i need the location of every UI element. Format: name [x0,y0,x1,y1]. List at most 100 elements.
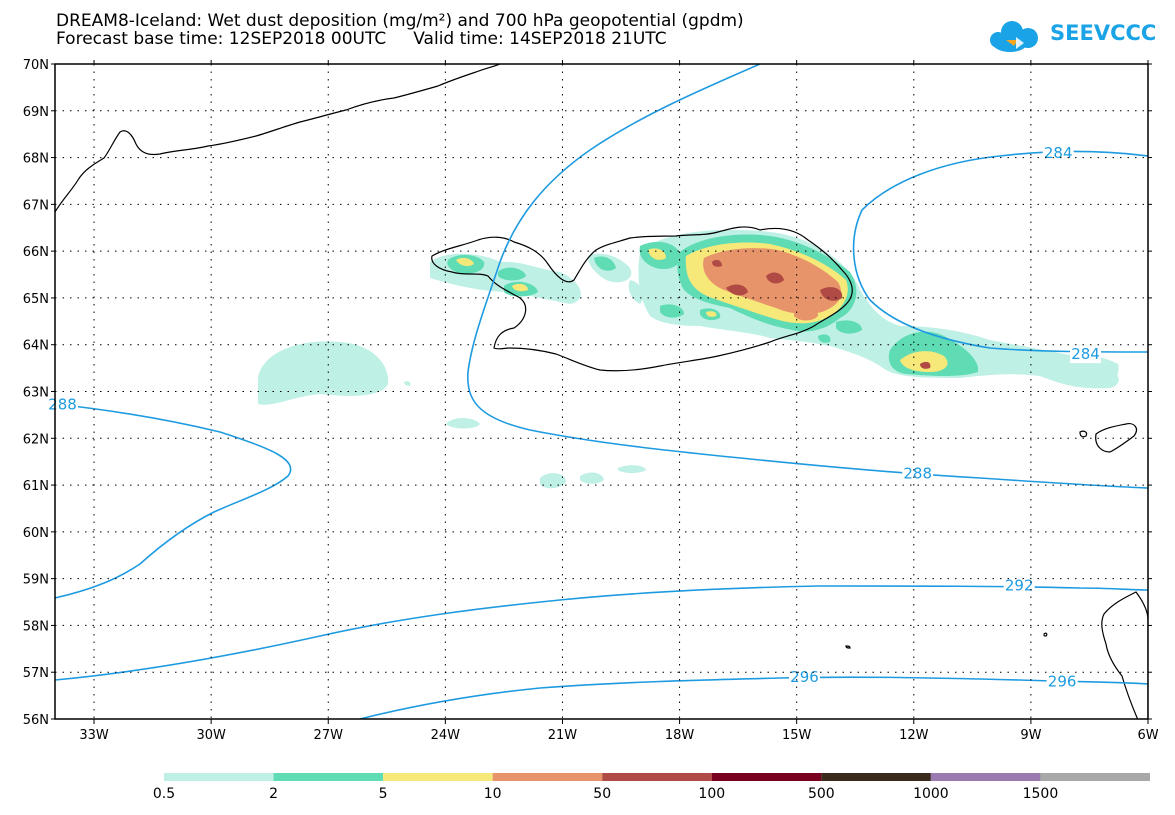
dust-area [836,320,862,334]
dust-area [820,287,843,301]
contour-label: 284 [1044,144,1073,162]
lat-tick-label: 64N [23,339,49,354]
legend-label: 50 [593,786,611,802]
axis-ticks: 33W 30W 27W 24W 21W 18W 15W 12W 9W 6W 70N 69N 68N 67N… [23,58,1159,743]
lon-tick-label: 21W [548,728,578,743]
contour-label-bg [1070,345,1102,364]
lat-tick-label: 65N [23,292,49,307]
dust-area [648,248,666,260]
legend-swatch [602,773,712,781]
lat-tick-label: 56N [23,713,49,728]
lat-tick-label: 59N [23,573,49,588]
color-legend: 0.5 2 5 10 50 100 500 1000 1500 [153,773,1150,802]
legend-swatch [1040,773,1150,781]
island-coastline [1043,632,1048,637]
legend-label: 500 [808,786,835,802]
lat-tick-label: 66N [23,245,49,260]
contour-label: 288 [48,396,77,414]
contour-line [359,676,1148,719]
contour-label-bg [902,464,934,483]
dust-area [512,283,528,292]
dust-area [660,304,684,318]
dust-area [900,351,948,372]
lat-tick-label: 67N [23,198,49,213]
contour-label-bg [1003,576,1035,595]
contour-line [55,585,1148,681]
dust-area [404,381,411,386]
contour-line [467,64,1148,489]
lon-tick-label: 18W [665,728,695,743]
island-coastline [845,645,851,649]
dust-area [920,361,931,369]
lat-tick-label: 57N [23,666,49,681]
lon-tick-label: 12W [899,728,929,743]
contour-label: 284 [1071,345,1100,363]
island-coastline [1079,430,1088,438]
dust-area [580,472,604,484]
dust-area [498,267,526,281]
dust-area [1050,354,1119,388]
dust-area [594,256,616,271]
map-frame [54,63,1149,720]
dust-area [818,334,831,343]
contour-label: 292 [1005,577,1034,595]
legend-swatch [492,773,603,781]
legend-swatch [930,773,1041,781]
lat-tick-label: 63N [23,386,49,401]
graticule [55,64,1148,719]
iceland-coastline [431,226,853,372]
lon-tick-label: 6W [1137,728,1158,743]
geopotential-contours [55,64,1148,719]
contour-label: 296 [790,668,819,686]
lat-tick-label: 68N [23,152,49,167]
dust-area [712,259,722,267]
dust-area [726,284,748,296]
legend-swatch [383,773,493,781]
map-title: DREAM8-Iceland: Wet dust deposition (mg/… [56,11,744,31]
scotland-coastline [1101,591,1148,719]
logo [990,21,1038,52]
legend-label: 0.5 [153,786,175,802]
lat-tick-label: 61N [23,479,49,494]
contour-label: 296 [1048,673,1077,691]
lat-tick-label: 58N [23,619,49,634]
lat-tick-label: 60N [23,526,49,541]
contour-label-bg [1042,143,1074,162]
lon-tick-label: 30W [196,728,226,743]
dust-deposition-field [258,229,1119,489]
dust-area [446,418,480,429]
dust-area [540,473,566,489]
dust-area [258,341,389,405]
legend-label: 100 [698,786,725,802]
legend-label: 2 [269,786,278,802]
map-subtitle: Forecast base time: 12SEP2018 00UTC Vali… [56,29,667,49]
legend-swatch [273,773,384,781]
legend-label: 1500 [1023,786,1059,802]
lon-tick-label: 9W [1020,728,1041,743]
legend-label: 5 [379,786,388,802]
contour-label: 288 [903,464,932,482]
contour-label-bg [1046,672,1078,691]
greenland-coastline [55,64,501,213]
lon-tick-label: 27W [314,728,344,743]
lat-tick-label: 70N [23,58,49,73]
cloud-icon [990,21,1038,52]
legend-swatch [821,773,931,781]
legend-label: 1000 [913,786,949,802]
legend-swatch [711,773,822,781]
lon-tick-label: 15W [782,728,812,743]
dust-area [766,272,784,284]
dust-area [618,465,646,473]
dust-area [706,311,717,317]
logo-text: SEEVCCC [1050,21,1157,45]
dust-area [456,257,474,267]
contour-line [852,150,1148,353]
dust-area [794,305,818,321]
coastline [55,64,1148,719]
contour-labels: 284 284 288 288 292 296 296 [47,143,1102,691]
lon-tick-label: 24W [431,728,461,743]
legend-swatch [164,773,274,781]
lat-tick-label: 69N [23,105,49,120]
lon-tick-label: 33W [79,728,109,743]
